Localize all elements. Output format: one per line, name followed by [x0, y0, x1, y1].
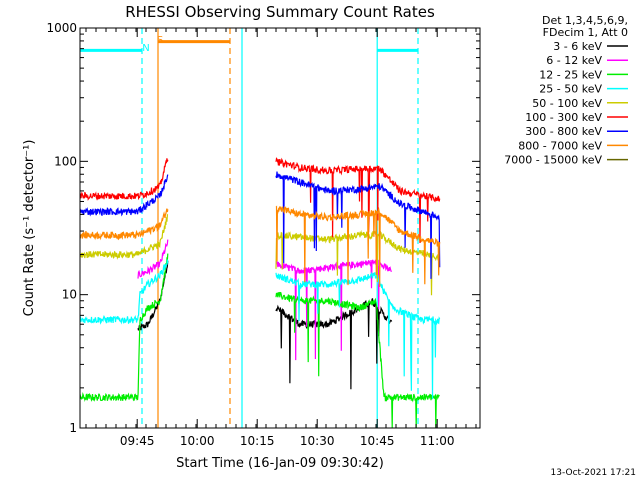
x-tick-label: 10:15 — [240, 434, 275, 448]
legend-header-line: Det 1,3,4,5,6,9, — [542, 14, 628, 27]
flag-label-s: S — [157, 35, 163, 46]
series-line-6-seg2 — [275, 171, 441, 279]
legend-entry-label: 3 - 6 keV — [553, 40, 602, 53]
y-tick-label: 1000 — [46, 21, 77, 35]
series-line-3-seg1 — [80, 259, 169, 325]
series-line-1-seg1 — [137, 239, 169, 279]
series-line-3-seg2 — [275, 271, 441, 400]
series-line-2-seg2 — [275, 291, 440, 428]
flag-label-n: N — [142, 43, 149, 54]
series-line-7-seg1 — [80, 208, 169, 241]
series-line-5-seg1 — [80, 158, 169, 201]
chart-title: RHESSI Observing Summary Count Rates — [125, 3, 435, 21]
legend-entry-label: 6 - 12 keV — [546, 54, 602, 67]
footer-timestamp: 13-Oct-2021 17:21 — [551, 468, 636, 478]
series-line-4-seg1 — [80, 213, 169, 260]
plot-area — [80, 28, 441, 428]
series-line-6-seg1 — [80, 174, 169, 217]
legend-entry-label: 300 - 800 keV — [525, 125, 602, 138]
y-axis-label: Count Rate (s⁻¹ detector⁻¹) — [22, 140, 37, 317]
legend-entry-label: 100 - 300 keV — [525, 111, 602, 124]
y-tick-label: 10 — [62, 288, 77, 302]
legend-entry-label: 12 - 25 keV — [539, 68, 602, 81]
x-tick-label: 11:00 — [420, 434, 455, 448]
legend-entry-label: 800 - 7000 keV — [518, 139, 602, 152]
legend-header-line: FDecim 1, Att 0 — [543, 26, 628, 39]
legend-entry-label: 7000 - 15000 keV — [504, 154, 602, 167]
x-tick-label: 10:30 — [300, 434, 335, 448]
series-line-0-seg2 — [275, 298, 393, 390]
legend-entry-label: 50 - 100 keV — [532, 97, 602, 110]
y-tick-label: 1 — [69, 421, 77, 435]
y-tick-label: 100 — [54, 154, 77, 168]
plot-frame — [79, 27, 481, 429]
legend: Det 1,3,4,5,6,9,FDecim 1, Att 03 - 6 keV… — [504, 14, 628, 167]
x-tick-label: 10:45 — [360, 434, 395, 448]
axes: NS 1 10 100 1000 09:45 10:00 10:15 10:30 10:45 11:… — [46, 21, 481, 448]
x-axis-label: Start Time (16-Jan-09 09:30:42) — [176, 456, 384, 471]
legend-entry-label: 25 - 50 keV — [539, 83, 602, 96]
series-line-5-seg2 — [275, 157, 441, 244]
series-line-2-seg1 — [80, 253, 169, 402]
series-line-7-seg2 — [275, 205, 441, 287]
x-tick-label: 09:45 — [120, 434, 155, 448]
x-tick-label: 10:00 — [180, 434, 215, 448]
